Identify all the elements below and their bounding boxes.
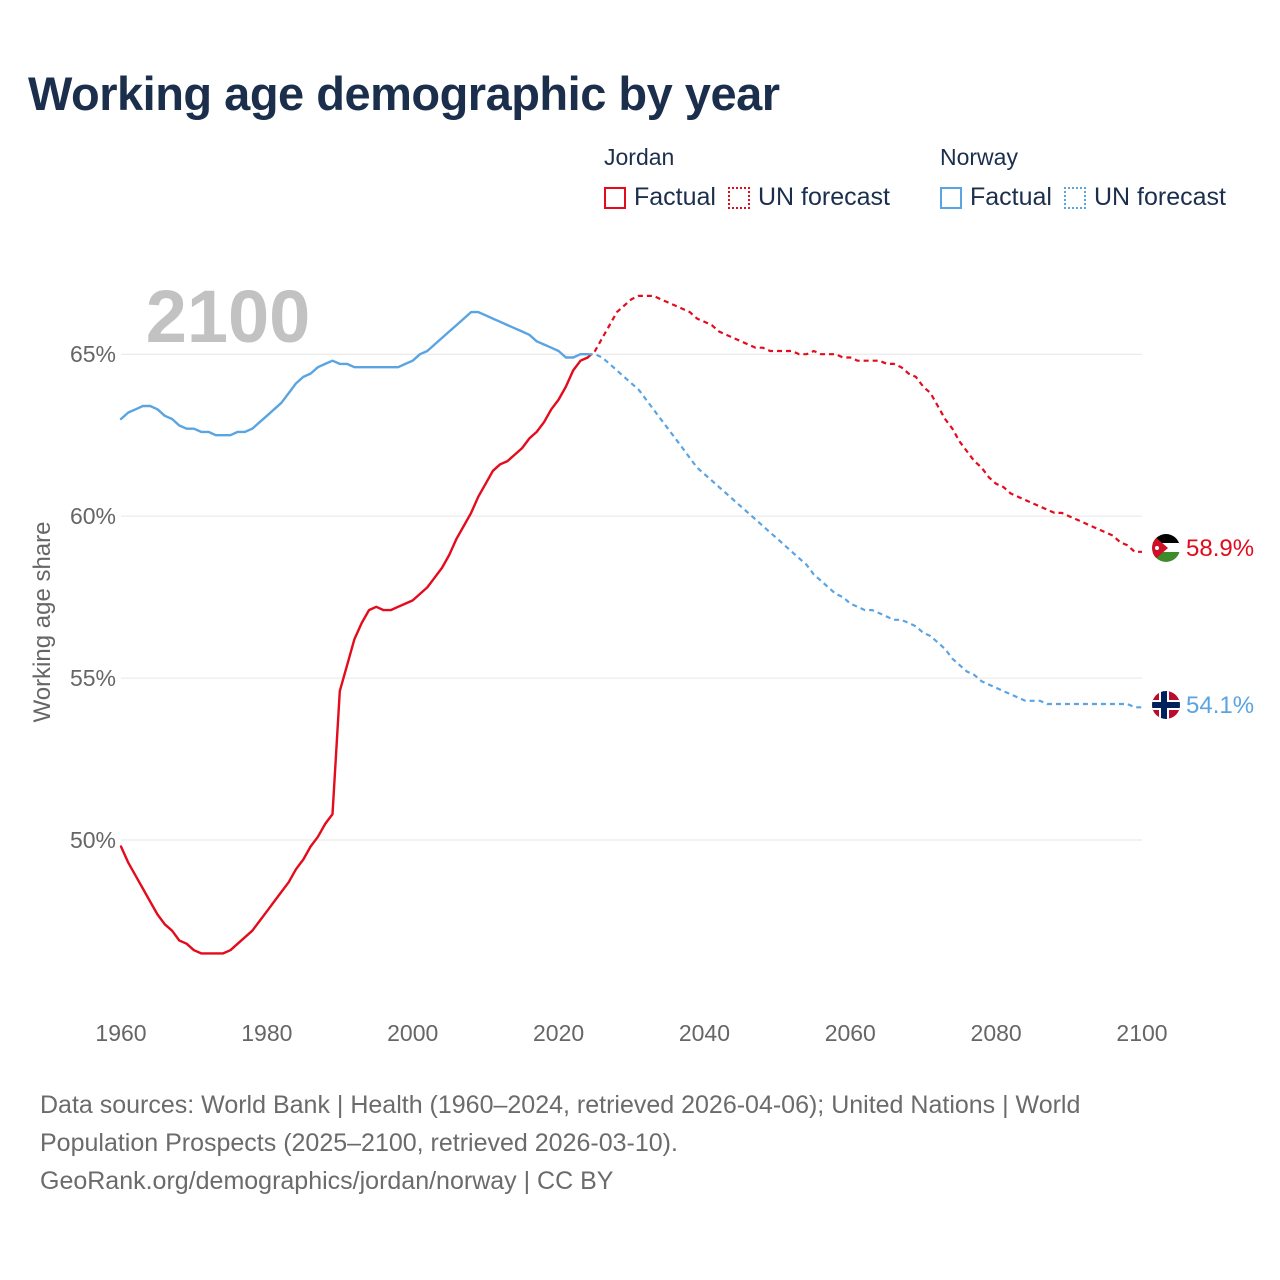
jordan-flag-icon [1152, 534, 1180, 562]
year-watermark: 2100 [146, 275, 311, 358]
legend-jordan-factual[interactable]: Factual [604, 183, 716, 212]
source-line-1: Data sources: World Bank | Health (1960–… [40, 1091, 1081, 1119]
legend-norway-factual-label: Factual [970, 183, 1052, 211]
x-tick-label: 2000 [387, 1020, 438, 1046]
chart-title: Working age demographic by year [28, 67, 780, 120]
norway-factual-line[interactable] [119, 310, 589, 437]
legend-jordan-forecast-swatch [727, 186, 750, 209]
jordan-forecast-line[interactable] [586, 294, 1142, 553]
y-tick-label: 55% [70, 665, 116, 691]
y-tick-label: 60% [70, 503, 116, 529]
legend-norway-title: Norway [940, 144, 1018, 170]
x-tick-label: 1980 [241, 1020, 292, 1046]
legend-jordan-forecast-label: UN forecast [757, 183, 890, 211]
norway-end-label: 54.1% [1186, 692, 1254, 719]
legend-jordan: Jordan Factual UN forecast [604, 144, 902, 212]
legend-norway-forecast[interactable]: UN forecast [1063, 183, 1226, 212]
x-tick-label: 2060 [825, 1020, 876, 1046]
source-note: Data sources: World Bank | Health (1960–… [40, 1086, 1220, 1200]
legend-norway: Norway Factual UN forecast [940, 144, 1238, 212]
legend-norway-forecast-label: UN forecast [1093, 183, 1226, 211]
source-line-2: Population Prospects (2025–2100, retriev… [40, 1129, 678, 1157]
chart-area: 50% 55% 60% 65% 1960 1980 2000 2020 2040 2060 208… [29, 275, 1254, 1046]
x-tick-label: 1960 [95, 1020, 146, 1046]
legend-jordan-title: Jordan [604, 144, 675, 170]
legend-norway-forecast-swatch [1063, 186, 1086, 209]
x-tick-label: 2040 [679, 1020, 730, 1046]
source-line-3[interactable]: GeoRank.org/demographics/jordan/norway |… [40, 1167, 614, 1195]
y-tick-label: 65% [70, 341, 116, 367]
jordan-factual-line[interactable] [119, 356, 589, 955]
jordan-end-label: 58.9% [1186, 535, 1254, 562]
legend-jordan-factual-swatch [604, 186, 626, 209]
legend-jordan-forecast[interactable]: UN forecast [727, 183, 890, 212]
x-tick-label: 2080 [971, 1020, 1022, 1046]
y-axis-label: Working age share [29, 522, 56, 723]
x-tick-label: 2100 [1116, 1020, 1167, 1046]
norway-forecast-line[interactable] [587, 353, 1142, 709]
norway-flag-icon [1152, 691, 1180, 719]
x-tick-label: 2020 [533, 1020, 584, 1046]
legend-jordan-factual-label: Factual [634, 183, 716, 211]
y-tick-label: 50% [70, 827, 116, 853]
legend-norway-factual[interactable]: Factual [940, 183, 1052, 212]
legend-norway-factual-swatch [940, 186, 962, 209]
